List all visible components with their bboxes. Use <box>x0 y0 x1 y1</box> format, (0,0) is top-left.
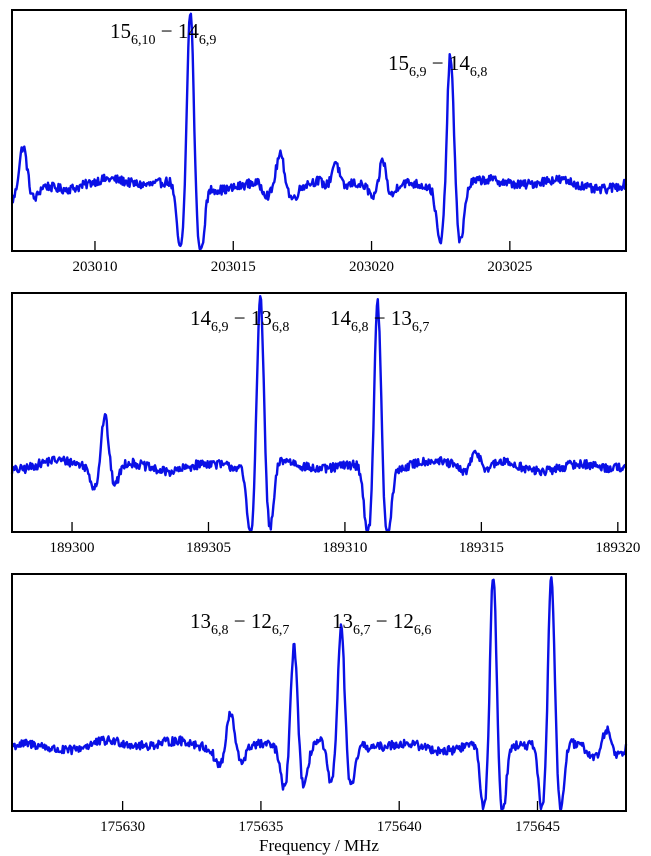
spectrum-trace <box>11 576 628 811</box>
x-tick-label: 189315 <box>459 540 504 556</box>
spectrum-panel-3: 175630 175635 175640 175645 136,8 − 126,7 136… <box>11 573 628 855</box>
spectrum-panel-2: 189300 189305 189310 189315 189320 146,9 − 13… <box>10 292 640 556</box>
x-tick-label: 203015 <box>211 259 256 275</box>
x-tick-label: 189300 <box>50 540 95 556</box>
x-tick-label: 203025 <box>487 259 532 275</box>
x-tick-label: 175630 <box>100 819 145 835</box>
transition-label: 146,9 − 136,8 <box>190 306 289 335</box>
transition-label: 146,8 − 136,7 <box>330 306 429 335</box>
x-tick-label: 203010 <box>72 259 117 275</box>
x-tick-label: 189320 <box>595 540 640 556</box>
transition-label: 136,8 − 126,7 <box>190 609 289 638</box>
transition-label: 136,7 − 126,6 <box>332 609 431 638</box>
x-tick-label: 175640 <box>377 819 422 835</box>
plot-frame <box>11 292 627 533</box>
x-tick-label: 189310 <box>322 540 367 556</box>
transition-label: 156,9 − 146,8 <box>388 51 487 80</box>
x-tick-label: 203020 <box>349 259 394 275</box>
x-tick-label: 175635 <box>238 819 283 835</box>
x-axis-label: Frequency / MHz <box>259 836 379 855</box>
plot-frame <box>11 573 627 812</box>
x-tick-label: 189305 <box>186 540 231 556</box>
transition-label: 156,10 − 146,9 <box>110 19 216 48</box>
spectrum-panel-1: 203010 203015 203020 203025 156,10 − 146,9 15… <box>10 9 628 275</box>
x-tick-label: 175645 <box>515 819 560 835</box>
plot-frame <box>11 9 627 252</box>
spectrum-trace <box>10 12 628 251</box>
spectrum-trace <box>10 295 628 532</box>
